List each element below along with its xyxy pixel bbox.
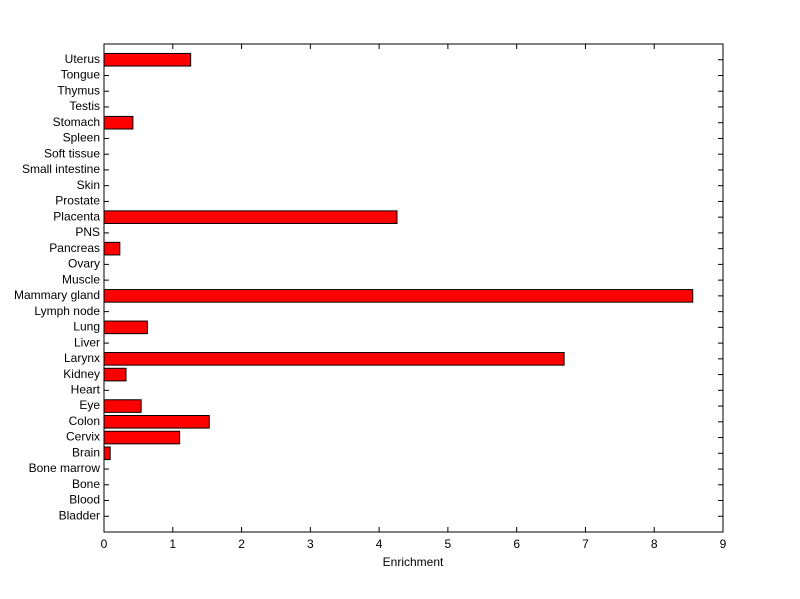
- y-tick-label: Lymph node: [34, 304, 100, 318]
- y-tick-label: Thymus: [57, 83, 100, 97]
- y-tick-label: Ovary: [68, 257, 100, 271]
- bar: [103, 210, 398, 224]
- x-axis-label: Enrichment: [383, 555, 444, 569]
- bar: [103, 430, 181, 445]
- x-tick-label: 1: [169, 537, 176, 551]
- bar: [103, 241, 121, 256]
- y-tick-label: Small intestine: [22, 162, 100, 176]
- bar: [103, 399, 142, 413]
- bar: [103, 320, 148, 335]
- bar: [103, 52, 192, 67]
- y-tick-label: Larynx: [64, 351, 100, 365]
- y-tick-label: Blood: [69, 493, 100, 507]
- y-tick-label: Kidney: [63, 367, 100, 381]
- x-tick-label: 4: [376, 537, 383, 551]
- bar: [103, 367, 127, 382]
- y-tick-label: Bone marrow: [29, 461, 101, 475]
- y-tick-label: Bone: [72, 477, 100, 491]
- x-tick-label: 9: [720, 537, 727, 551]
- bar: [103, 446, 111, 461]
- y-tick-label: Stomach: [53, 115, 100, 129]
- y-tick-label: Brain: [72, 445, 100, 459]
- y-tick-label: Muscle: [62, 272, 100, 286]
- x-tick-label: 8: [651, 537, 658, 551]
- x-tick-label: 7: [582, 537, 589, 551]
- y-tick-label: Soft tissue: [44, 146, 100, 160]
- y-tick-label: Cervix: [66, 430, 100, 444]
- y-tick-label: Lung: [73, 320, 100, 334]
- y-tick-label: Heart: [71, 382, 101, 396]
- x-tick-label: 0: [101, 537, 108, 551]
- y-tick-label: Spleen: [63, 131, 100, 145]
- x-tick-label: 2: [238, 537, 245, 551]
- x-tick-label: 3: [307, 537, 314, 551]
- bar: [103, 289, 694, 303]
- y-tick-label: Bladder: [59, 508, 100, 522]
- y-tick-label: Testis: [69, 99, 100, 113]
- y-tick-label: PNS: [75, 225, 100, 239]
- bar: [103, 415, 210, 429]
- bar: [103, 115, 134, 130]
- y-tick-label: Uterus: [65, 52, 100, 66]
- plot-area: [103, 43, 724, 533]
- y-tick-label: Eye: [79, 398, 100, 412]
- y-tick-label: Colon: [69, 414, 100, 428]
- y-tick-label: Prostate: [55, 194, 100, 208]
- x-tick-label: 5: [445, 537, 452, 551]
- x-tick-label: 6: [513, 537, 520, 551]
- y-tick-label: Liver: [74, 335, 100, 349]
- y-tick-label: Skin: [77, 178, 100, 192]
- y-tick-label: Placenta: [53, 209, 100, 223]
- y-tick-label: Mammary gland: [14, 288, 100, 302]
- y-tick-label: Tongue: [61, 68, 101, 82]
- bar: [103, 352, 565, 366]
- y-tick-label: Pancreas: [49, 241, 100, 255]
